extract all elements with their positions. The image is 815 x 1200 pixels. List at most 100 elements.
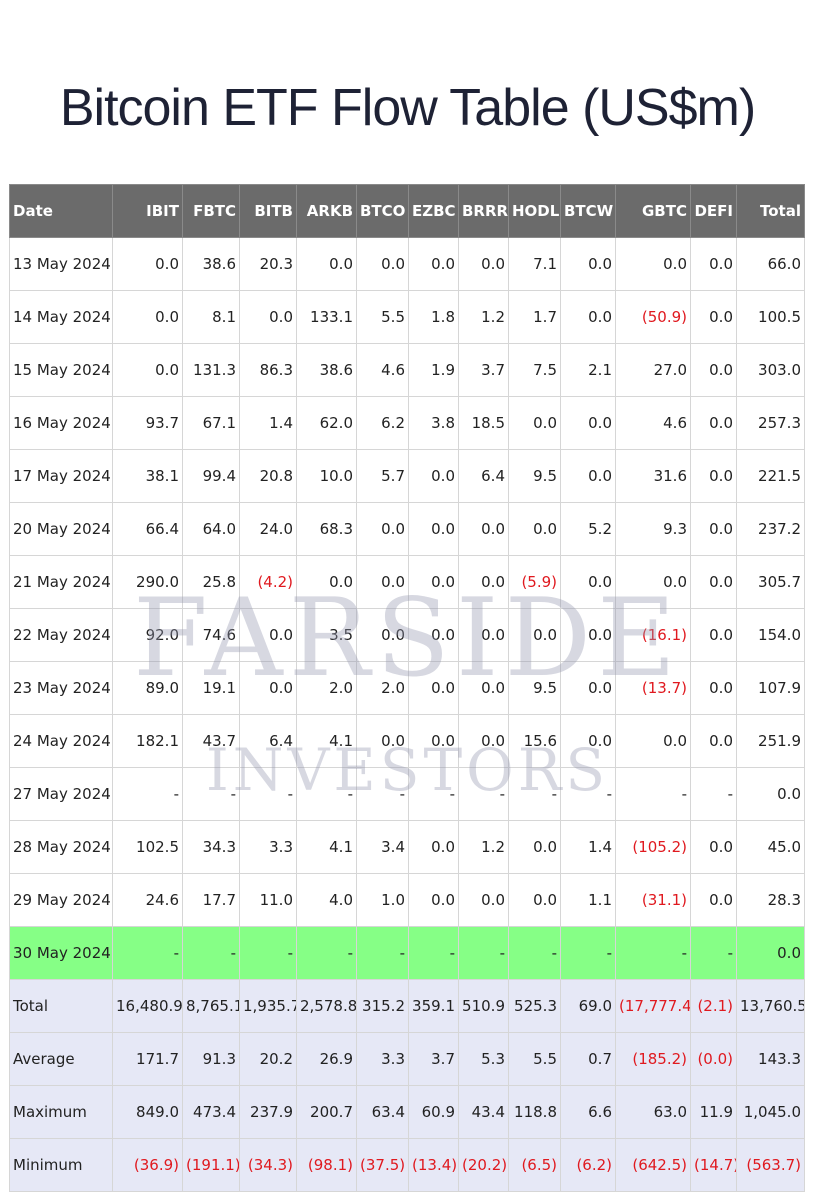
cell-btco: - xyxy=(356,926,409,980)
cell-total: 28.3 xyxy=(736,873,805,927)
cell-brrr: - xyxy=(458,767,509,821)
column-header-defi: DEFI xyxy=(690,184,737,238)
cell-brrr: 18.5 xyxy=(458,396,509,450)
cell-hodl: - xyxy=(508,926,561,980)
cell-btco: 63.4 xyxy=(356,1085,409,1139)
table-row: 14 May 2024 0.0 8.1 0.0 133.1 5.5 1.8 1.2 1.7 0.0… xyxy=(9,290,805,344)
cell-defi: - xyxy=(690,767,737,821)
cell-gbtc: 0.0 xyxy=(615,555,691,609)
cell-btco: - xyxy=(356,767,409,821)
row-label-cell: 22 May 2024 xyxy=(9,608,113,662)
row-label-cell: 20 May 2024 xyxy=(9,502,113,556)
etf-flow-table: Date IBIT FBTC BITB ARKB BTCO EZBC BRRR HODL BTCW… xyxy=(9,184,805,1192)
cell-hodl: 0.0 xyxy=(508,396,561,450)
cell-arkb: 3.5 xyxy=(296,608,357,662)
cell-defi: (14.7) xyxy=(690,1138,737,1192)
summary-row: Total 16,480.9 8,765.1 1,935.7 2,578.8 315.2 3… xyxy=(9,979,805,1033)
cell-fbtc: 17.7 xyxy=(182,873,240,927)
summary-row: Minimum (36.9) (191.1) (34.3) (98.1) (37.5) (1… xyxy=(9,1138,805,1192)
cell-btco: 0.0 xyxy=(356,237,409,291)
cell-defi: 11.9 xyxy=(690,1085,737,1139)
cell-ibit: 171.7 xyxy=(112,1032,183,1086)
cell-bitb: 0.0 xyxy=(239,290,297,344)
cell-total: 0.0 xyxy=(736,926,805,980)
cell-hodl: 15.6 xyxy=(508,714,561,768)
cell-fbtc: 25.8 xyxy=(182,555,240,609)
cell-fbtc: - xyxy=(182,767,240,821)
cell-defi: 0.0 xyxy=(690,449,737,503)
row-label-cell: Maximum xyxy=(9,1085,113,1139)
cell-fbtc: 74.6 xyxy=(182,608,240,662)
cell-btcw: 0.0 xyxy=(560,661,616,715)
cell-arkb: - xyxy=(296,926,357,980)
cell-arkb: 62.0 xyxy=(296,396,357,450)
row-label-cell: 14 May 2024 xyxy=(9,290,113,344)
cell-hodl: (6.5) xyxy=(508,1138,561,1192)
cell-gbtc: 4.6 xyxy=(615,396,691,450)
cell-brrr: 0.0 xyxy=(458,873,509,927)
table-row: 21 May 2024 290.0 25.8 (4.2) 0.0 0.0 0.0 0.0 (5.… xyxy=(9,555,805,609)
cell-ezbc: 0.0 xyxy=(408,714,459,768)
cell-ibit: 290.0 xyxy=(112,555,183,609)
cell-gbtc: (13.7) xyxy=(615,661,691,715)
cell-defi: 0.0 xyxy=(690,396,737,450)
cell-fbtc: 64.0 xyxy=(182,502,240,556)
row-label-cell: 13 May 2024 xyxy=(9,237,113,291)
cell-arkb: - xyxy=(296,767,357,821)
page-title: Bitcoin ETF Flow Table (US$m) xyxy=(59,79,756,137)
cell-total: 221.5 xyxy=(736,449,805,503)
cell-btcw: 0.0 xyxy=(560,714,616,768)
cell-bitb: 24.0 xyxy=(239,502,297,556)
cell-gbtc: (105.2) xyxy=(615,820,691,874)
cell-btcw: 0.0 xyxy=(560,555,616,609)
cell-hodl: - xyxy=(508,767,561,821)
cell-ibit: 0.0 xyxy=(112,237,183,291)
cell-bitb: 0.0 xyxy=(239,608,297,662)
cell-bitb: 6.4 xyxy=(239,714,297,768)
cell-ibit: 24.6 xyxy=(112,873,183,927)
cell-arkb: 68.3 xyxy=(296,502,357,556)
cell-brrr: 0.0 xyxy=(458,555,509,609)
cell-ezbc: 0.0 xyxy=(408,661,459,715)
cell-defi: (2.1) xyxy=(690,979,737,1033)
cell-defi: 0.0 xyxy=(690,290,737,344)
cell-total: 251.9 xyxy=(736,714,805,768)
header-row: Date IBIT FBTC BITB ARKB BTCO EZBC BRRR HODL BTCW… xyxy=(9,184,805,238)
cell-ezbc: 3.7 xyxy=(408,1032,459,1086)
cell-bitb: 11.0 xyxy=(239,873,297,927)
cell-fbtc: 473.4 xyxy=(182,1085,240,1139)
cell-ezbc: 1.9 xyxy=(408,343,459,397)
cell-btco: 0.0 xyxy=(356,555,409,609)
cell-btco: (37.5) xyxy=(356,1138,409,1192)
cell-brrr: 1.2 xyxy=(458,820,509,874)
summary-row: Maximum 849.0 473.4 237.9 200.7 63.4 60.9 43.4 1… xyxy=(9,1085,805,1139)
cell-ezbc: 1.8 xyxy=(408,290,459,344)
cell-total: 100.5 xyxy=(736,290,805,344)
cell-hodl: 0.0 xyxy=(508,873,561,927)
cell-brrr: - xyxy=(458,926,509,980)
cell-ibit: - xyxy=(112,926,183,980)
cell-btcw: 69.0 xyxy=(560,979,616,1033)
cell-arkb: 4.1 xyxy=(296,714,357,768)
cell-brrr: 43.4 xyxy=(458,1085,509,1139)
cell-ezbc: (13.4) xyxy=(408,1138,459,1192)
cell-hodl: 0.0 xyxy=(508,608,561,662)
cell-fbtc: 8.1 xyxy=(182,290,240,344)
cell-ibit: (36.9) xyxy=(112,1138,183,1192)
cell-ezbc: 0.0 xyxy=(408,608,459,662)
cell-total: 303.0 xyxy=(736,343,805,397)
cell-brrr: 6.4 xyxy=(458,449,509,503)
cell-defi: 0.0 xyxy=(690,237,737,291)
cell-bitb: 20.8 xyxy=(239,449,297,503)
cell-fbtc: (191.1) xyxy=(182,1138,240,1192)
cell-bitb: 20.3 xyxy=(239,237,297,291)
cell-ezbc: 60.9 xyxy=(408,1085,459,1139)
table-row: 23 May 2024 89.0 19.1 0.0 2.0 2.0 0.0 0.0 9.5 0.0… xyxy=(9,661,805,715)
cell-fbtc: 19.1 xyxy=(182,661,240,715)
cell-btco: 2.0 xyxy=(356,661,409,715)
cell-brrr: 0.0 xyxy=(458,502,509,556)
cell-ibit: 0.0 xyxy=(112,343,183,397)
cell-btco: 0.0 xyxy=(356,502,409,556)
table-row: 17 May 2024 38.1 99.4 20.8 10.0 5.7 0.0 6.4 9.5 0… xyxy=(9,449,805,503)
cell-hodl: 7.5 xyxy=(508,343,561,397)
